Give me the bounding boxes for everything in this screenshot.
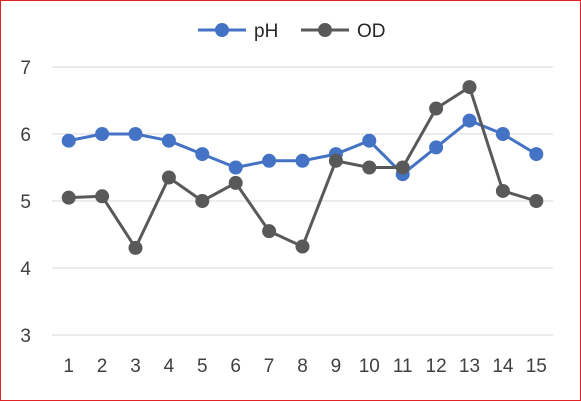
data-point-ph — [128, 127, 143, 141]
x-tick-label: 3 — [130, 356, 141, 377]
data-point-ph — [262, 153, 277, 168]
data-point-od — [462, 80, 477, 95]
x-tick-label: 10 — [359, 356, 380, 377]
x-tick-label: 14 — [492, 356, 514, 377]
legend-swatch-od-marker — [318, 23, 332, 37]
x-tick-label: 15 — [526, 356, 547, 377]
data-point-ph — [429, 140, 444, 155]
data-point-od — [228, 175, 243, 190]
x-tick-label: 5 — [197, 356, 208, 377]
y-axis-tick-labels: 3 4 5 6 7 — [20, 58, 31, 347]
y-tick-label: 7 — [20, 58, 31, 79]
data-point-ph — [362, 133, 377, 148]
x-tick-label: 13 — [459, 356, 480, 377]
data-point-ph — [462, 113, 477, 128]
x-tick-label: 8 — [297, 356, 308, 377]
y-tick-label: 5 — [20, 192, 31, 213]
data-point-ph — [495, 127, 510, 141]
x-tick-label: 11 — [393, 356, 413, 377]
series-od — [61, 80, 544, 255]
data-point-od — [429, 101, 444, 116]
y-tick-label: 6 — [20, 125, 31, 146]
data-point-od — [161, 170, 176, 185]
y-tick-label: 4 — [20, 259, 31, 280]
data-point-od — [328, 153, 343, 168]
x-tick-label: 6 — [230, 356, 241, 377]
legend-label-od: OD — [357, 21, 386, 42]
y-tick-label: 3 — [20, 326, 31, 347]
data-point-od — [395, 160, 410, 175]
x-tick-label: 12 — [426, 356, 447, 377]
x-tick-label: 4 — [164, 356, 175, 377]
gridlines — [52, 66, 553, 336]
legend-item-od: OD — [301, 21, 386, 42]
x-tick-label: 2 — [97, 356, 108, 377]
data-point-od — [362, 160, 377, 175]
x-tick-label: 7 — [264, 356, 275, 377]
data-point-ph — [95, 127, 110, 141]
legend-swatch-ph-marker — [215, 23, 229, 37]
data-point-ph — [61, 133, 76, 148]
data-point-od — [95, 189, 110, 204]
data-point-ph — [295, 153, 310, 168]
legend-label-ph: pH — [254, 21, 278, 42]
legend-item-ph: pH — [198, 21, 278, 42]
series-ph — [61, 113, 544, 182]
legend: pH OD — [198, 21, 386, 42]
data-point-ph — [195, 147, 210, 162]
data-point-od — [61, 190, 76, 205]
data-point-od — [195, 194, 210, 208]
series-layer — [61, 80, 544, 255]
data-point-od — [495, 183, 510, 198]
x-tick-label: 9 — [331, 356, 342, 377]
data-point-ph — [228, 160, 243, 175]
data-point-ph — [529, 147, 544, 162]
data-point-od — [529, 194, 544, 208]
data-point-od — [262, 224, 277, 239]
x-axis-tick-labels: 1 2 3 4 5 6 7 8 9 10 11 12 13 14 15 — [63, 356, 546, 377]
data-point-od — [295, 239, 310, 254]
x-tick-label: 1 — [63, 356, 74, 377]
data-point-ph — [161, 133, 176, 148]
data-point-od — [128, 240, 143, 255]
